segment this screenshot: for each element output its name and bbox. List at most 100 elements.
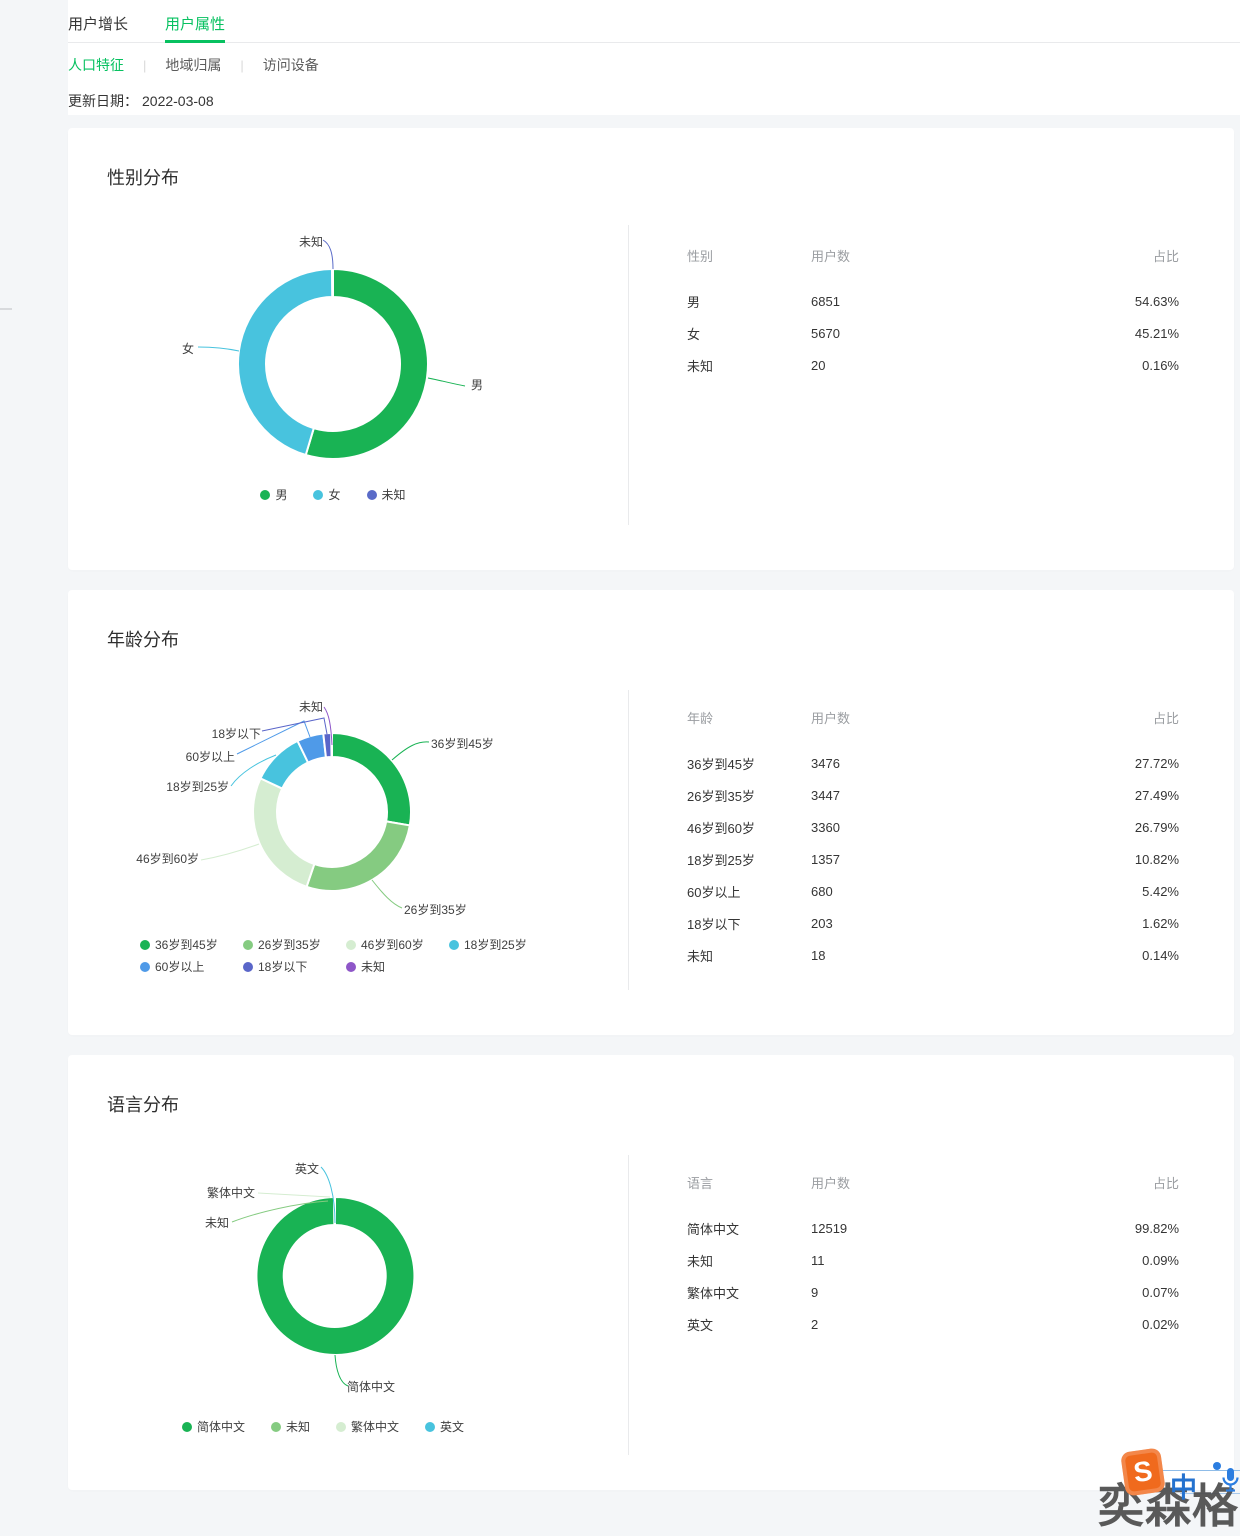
legend-item-simplified[interactable]: 简体中文 (182, 1418, 245, 1435)
subtab-separator: | (240, 58, 243, 73)
sub-tabs: 人口特征 | 地域归属 | 访问设备 (68, 55, 1240, 75)
callout-line-female (198, 347, 239, 351)
gender-distribution-card: 性别分布 未知 女 男 男 女 未知 性别 用户数 占比 (68, 128, 1234, 570)
update-date-row: 更新日期：2022-03-08 (68, 91, 1240, 111)
update-date-label: 更新日期： (68, 93, 138, 109)
callout-label-english: 英文 (295, 1162, 319, 1176)
legend-dot (313, 490, 323, 500)
callout-label-46-60: 46岁到60岁 (136, 852, 199, 866)
legend-item-under-18[interactable]: 18岁以下 (243, 958, 346, 975)
legend-dot (140, 962, 150, 972)
ime-mic-icon[interactable] (1221, 1467, 1239, 1493)
language-chart-pane: 英文 繁体中文 未知 简体中文 简体中文 未知 繁体中文 英文 (68, 1055, 629, 1490)
age-legend: 36岁到45岁 26岁到35岁 46岁到60岁 18岁到25岁 60岁以上 18… (140, 936, 552, 975)
age-distribution-card: 年龄分布 未知 18岁以下 60岁以上 18岁到25岁 46岁到60岁 26岁到… (68, 590, 1234, 1035)
legend-item-18-25[interactable]: 18岁到25岁 (449, 936, 552, 953)
legend-dot (243, 940, 253, 950)
callout-label-male: 男 (471, 378, 483, 392)
legend-item-36-45[interactable]: 36岁到45岁 (140, 936, 243, 953)
table-header: 性别 用户数 占比 (687, 250, 1179, 264)
table-header: 年龄 用户数 占比 (687, 712, 1179, 726)
watermark-overlay: 奕森格 S 中 (1080, 1440, 1240, 1520)
tab-user-attributes[interactable]: 用户属性 (165, 15, 225, 42)
gender-donut-chart (68, 128, 629, 570)
gender-chart-pane: 未知 女 男 男 女 未知 (68, 128, 629, 570)
legend-dot (271, 1422, 281, 1432)
language-distribution-card: 语言分布 英文 繁体中文 未知 简体中文 简体中文 未知 繁体中文 英文 (68, 1055, 1234, 1490)
ime-language-mode-icon[interactable]: 中 (1170, 1466, 1197, 1505)
tab-user-growth[interactable]: 用户增长 (68, 15, 128, 42)
legend-dot (346, 940, 356, 950)
legend-item-traditional[interactable]: 繁体中文 (336, 1418, 399, 1435)
legend-dot (260, 490, 270, 500)
gender-donut-ring (238, 269, 428, 459)
ime-logo-icon[interactable]: S (1120, 1447, 1166, 1496)
callout-label-26-35: 26岁到35岁 (404, 903, 467, 917)
legend-item-60-plus[interactable]: 60岁以上 (140, 958, 243, 975)
legend-item-unknown[interactable]: 未知 (271, 1418, 310, 1435)
legend-dot (367, 490, 377, 500)
callout-label-36-45: 36岁到45岁 (431, 737, 494, 751)
language-legend: 简体中文 未知 繁体中文 英文 (182, 1418, 464, 1435)
legend-dot (449, 940, 459, 950)
legend-item-male[interactable]: 男 (260, 486, 287, 503)
update-date-value: 2022-03-08 (142, 93, 214, 109)
subtab-separator: | (143, 58, 146, 73)
left-edge-marker (0, 308, 12, 310)
age-chart-pane: 未知 18岁以下 60岁以上 18岁到25岁 46岁到60岁 26岁到35岁 3… (68, 590, 629, 1035)
donut-slice-未知[interactable] (332, 269, 333, 297)
table-header: 语言 用户数 占比 (687, 1177, 1179, 1191)
callout-line-26-35 (372, 880, 402, 908)
subtab-devices[interactable]: 访问设备 (263, 55, 319, 75)
legend-item-unknown[interactable]: 未知 (367, 486, 406, 503)
callout-label-female: 女 (182, 342, 194, 356)
callout-line-traditional (258, 1193, 330, 1197)
legend-dot (346, 962, 356, 972)
donut-slice-女[interactable] (238, 269, 332, 455)
main-tabs: 用户增长 用户属性 (68, 0, 1240, 43)
legend-dot (140, 940, 150, 950)
donut-slice-46岁到60岁[interactable] (253, 778, 314, 886)
callout-label-18-25: 18岁到25岁 (166, 780, 229, 794)
callout-label-simplified: 简体中文 (347, 1380, 395, 1394)
gender-legend: 男 女 未知 (68, 486, 598, 503)
legend-item-english[interactable]: 英文 (425, 1418, 464, 1435)
legend-item-female[interactable]: 女 (313, 486, 340, 503)
watermark-text: 奕森格 (1098, 1470, 1239, 1536)
callout-line-36-45 (392, 742, 429, 760)
header: 用户增长 用户属性 人口特征 | 地域归属 | 访问设备 更新日期：2022-0… (68, 0, 1240, 115)
callout-label-traditional: 繁体中文 (207, 1186, 255, 1200)
legend-item-26-35[interactable]: 26岁到35岁 (243, 936, 346, 953)
callout-label-60-plus: 60岁以上 (186, 750, 235, 764)
legend-dot (243, 962, 253, 972)
legend-dot (425, 1422, 435, 1432)
legend-item-unknown[interactable]: 未知 (346, 958, 449, 975)
ime-dot-icon (1213, 1462, 1221, 1470)
callout-label-unknown: 未知 (205, 1216, 229, 1230)
legend-item-46-60[interactable]: 46岁到60岁 (346, 936, 449, 953)
callout-line-46-60 (201, 844, 259, 860)
subtab-demographics[interactable]: 人口特征 (68, 55, 124, 75)
callout-label-unknown: 未知 (299, 700, 323, 714)
donut-slice-26岁到35岁[interactable] (307, 821, 410, 891)
subtab-region[interactable]: 地域归属 (165, 55, 221, 75)
age-donut-ring (253, 733, 411, 891)
donut-slice-36岁到45岁[interactable] (332, 733, 411, 825)
